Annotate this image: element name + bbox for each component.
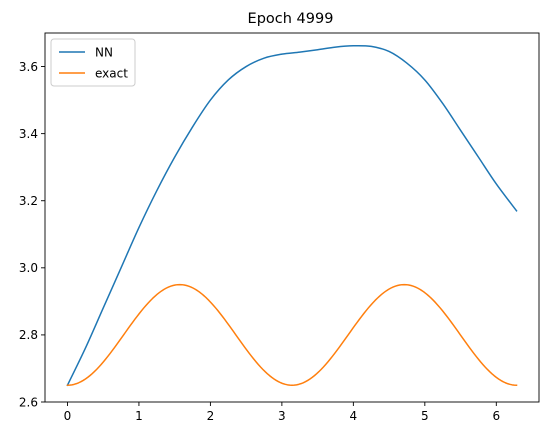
legend: NN exact <box>50 38 136 87</box>
x-tick-label: 1 <box>135 409 143 423</box>
plot-area <box>44 32 540 403</box>
axes-frame <box>44 32 540 403</box>
series-layer <box>66 44 518 387</box>
series-line-nn <box>66 44 518 387</box>
y-tick-label: 3.6 <box>19 60 38 74</box>
chart-title: Epoch 4999 <box>248 11 334 27</box>
y-tick-label: 3.4 <box>19 127 38 141</box>
y-tick-label: 3.0 <box>19 261 38 275</box>
x-tick-label: 0 <box>64 409 72 423</box>
x-tick-label: 2 <box>207 409 215 423</box>
x-tick-label: 5 <box>421 409 429 423</box>
y-tick-label: 2.6 <box>19 395 38 409</box>
x-tick-label: 3 <box>278 409 286 423</box>
y-axis: 2.6 2.8 3.0 3.2 3.4 3.6 <box>19 60 45 409</box>
legend-label-exact: exact <box>95 66 128 80</box>
legend-label-nn: NN <box>95 45 113 59</box>
y-tick-label: 3.2 <box>19 194 38 208</box>
y-tick-label: 2.8 <box>19 328 38 342</box>
x-tick-label: 6 <box>492 409 500 423</box>
x-axis: 0 1 2 3 4 5 6 <box>64 402 500 423</box>
series-line-exact <box>66 283 518 387</box>
legend-box <box>50 38 136 87</box>
x-tick-label: 4 <box>350 409 358 423</box>
